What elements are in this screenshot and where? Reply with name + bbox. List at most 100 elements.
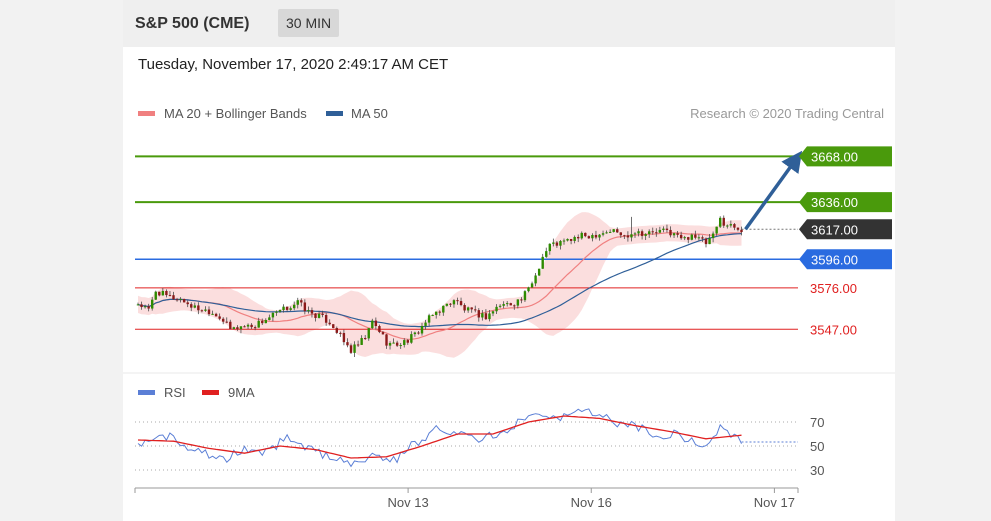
candle-up <box>658 229 662 233</box>
legend-9ma-label: 9MA <box>228 385 255 400</box>
candle-up <box>154 291 157 300</box>
candle-down <box>665 228 669 230</box>
candle-up <box>530 283 534 288</box>
candle-down <box>250 324 253 328</box>
candle-up <box>648 231 651 235</box>
candle-down <box>687 237 690 240</box>
candle-up <box>317 313 321 318</box>
candle-up <box>271 312 275 318</box>
level-label-pivot: 3596.00 <box>811 252 858 267</box>
candle-up <box>264 319 267 324</box>
time-tick-label: Nov 16 <box>571 495 612 510</box>
candle-up <box>179 298 182 300</box>
candle-up <box>690 234 693 240</box>
candle-down <box>417 332 420 334</box>
candle-down <box>733 224 736 228</box>
instrument-title: S&P 500 (CME) <box>135 15 250 32</box>
candle-down <box>513 305 516 307</box>
candle-up <box>481 313 484 318</box>
candle-down <box>704 238 708 245</box>
candle-down <box>679 234 683 239</box>
candle-up <box>630 234 633 238</box>
candle-down <box>484 313 488 320</box>
candle-up <box>573 236 576 241</box>
candle-down <box>342 332 346 343</box>
legend-ma20-label: MA 20 + Bollinger Bands <box>164 106 307 121</box>
candle-up <box>442 305 445 313</box>
candle-up <box>708 238 711 245</box>
candle-down <box>577 236 580 239</box>
candle-up <box>275 311 278 313</box>
candle-down <box>339 332 342 334</box>
candle-down <box>243 326 246 328</box>
rsi-tick-label: 50 <box>810 439 824 454</box>
candle-up <box>435 311 438 315</box>
candle-down <box>385 334 388 346</box>
level-label-resistance: 3636.00 <box>811 195 858 210</box>
candle-up <box>445 303 449 306</box>
candle-up <box>633 233 637 235</box>
ma50-line <box>137 233 742 328</box>
candle-up <box>523 291 527 301</box>
legend-ma50-label: MA 50 <box>351 106 388 121</box>
candle-up <box>548 243 551 252</box>
interval-badge[interactable]: 30 MIN <box>278 9 340 37</box>
candle-down <box>285 306 289 310</box>
research-credit: Research © 2020 Trading Central <box>690 106 884 121</box>
candle-down <box>168 295 172 297</box>
candle-up <box>353 344 356 353</box>
legend-swatch-ma20 <box>138 111 155 116</box>
candle-down <box>722 217 725 226</box>
level-label-support: 3576.00 <box>810 281 857 296</box>
candle-up <box>452 300 456 305</box>
legend-rsi-label: RSI <box>164 385 186 400</box>
candle-down <box>182 298 186 303</box>
candle-down <box>406 340 409 343</box>
candle-down <box>520 299 523 301</box>
candle-down <box>740 229 743 233</box>
candle-down <box>300 300 303 303</box>
candle-down <box>349 345 353 353</box>
candle-up <box>672 233 676 236</box>
candle-up <box>388 343 392 346</box>
candle-down <box>395 342 399 346</box>
candle-up <box>424 322 427 326</box>
candle-down <box>626 235 630 238</box>
candle-down <box>374 320 378 327</box>
level-tag-last <box>799 219 892 240</box>
candle-up <box>506 303 509 305</box>
level-label-last: 3617.00 <box>811 222 858 237</box>
candle-down <box>378 326 381 333</box>
bollinger-band <box>138 212 742 358</box>
candle-down <box>474 309 477 311</box>
candle-up <box>293 304 296 309</box>
candle-down <box>335 328 338 333</box>
candle-up <box>211 313 214 315</box>
candle-down <box>175 299 179 301</box>
price-panel: 3668.00 3636.00 3617.00 3596.00 3576.00 3547.… <box>135 146 892 358</box>
candle-down <box>225 321 228 323</box>
candle-up <box>466 307 470 311</box>
candle-down <box>324 315 328 323</box>
candle-down <box>509 303 512 306</box>
candle-up <box>136 304 140 306</box>
candle-down <box>736 227 740 230</box>
legend-swatch-9ma <box>202 390 219 395</box>
candle-up <box>161 290 165 296</box>
candle-down <box>165 290 168 296</box>
candle-up <box>637 231 640 234</box>
candle-up <box>566 238 569 241</box>
candle-down <box>364 338 367 340</box>
candle-down <box>190 304 193 308</box>
candle-up <box>498 305 502 307</box>
candle-up <box>491 311 495 314</box>
candle-down <box>555 242 559 246</box>
candle-up <box>420 325 424 334</box>
candle-down <box>459 301 463 306</box>
candle-up <box>541 256 544 269</box>
candle-down <box>253 327 257 329</box>
candle-down <box>651 231 654 233</box>
candle-up <box>360 338 363 345</box>
rsi-line <box>137 408 742 468</box>
candle-up <box>367 328 370 339</box>
